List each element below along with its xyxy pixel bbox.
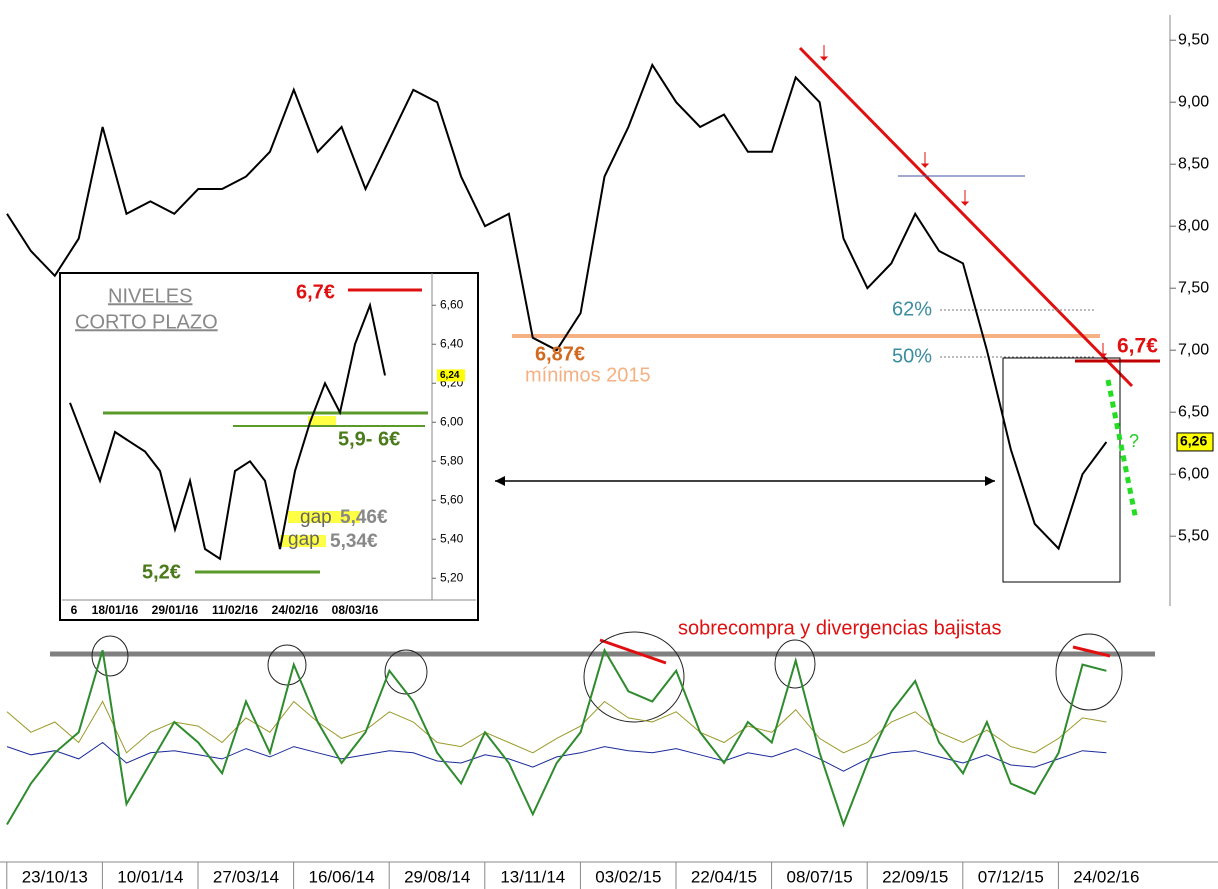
x-tick-label: 6 — [71, 603, 78, 617]
circle — [384, 649, 428, 695]
x-tick-label: 03/02/15 — [595, 867, 661, 886]
price-line — [6, 647, 1107, 828]
x-tick-label: 11/02/16 — [212, 603, 258, 617]
x-tick-label: 16/06/14 — [309, 867, 375, 886]
x-tick-label: 10/01/14 — [117, 867, 183, 886]
arrows — [819, 45, 1108, 359]
inset-title: CORTO PLAZO — [75, 311, 218, 333]
price-line — [69, 301, 386, 561]
x-tick-label: 22/09/15 — [882, 867, 948, 886]
annotation: sobrecompra y divergencias bajistas — [678, 617, 1002, 639]
annotation: 5,9- 6€ — [338, 428, 400, 450]
circles — [91, 631, 1123, 723]
divergence-line — [1072, 645, 1111, 658]
x-tick-label: 24/02/16 — [272, 603, 319, 617]
annotation: 5,46€ — [340, 507, 388, 528]
annotation: gap — [288, 529, 320, 550]
trend-line — [798, 46, 1134, 388]
y-tick-label: 5,20 — [440, 570, 464, 584]
y-tick-label: 7,50 — [1178, 279, 1209, 296]
gap-box — [280, 535, 326, 547]
annotation: mínimos 2015 — [525, 364, 651, 386]
main-chart: 5,50 6,00 6,50 7,00 7,50 8,00 8,50 9,00 9,50 23/1… — [6, 31, 1214, 889]
y-tick-label: 8,00 — [1178, 217, 1209, 234]
y-tick-label: 6,00 — [1178, 465, 1209, 482]
y-tick-label: 7,00 — [1178, 341, 1209, 358]
price-tag — [1176, 432, 1214, 452]
annotation: 50% — [892, 345, 932, 367]
y-tick-label: 6,40 — [440, 336, 464, 350]
x-tick-label: 24/02/16 — [1073, 867, 1139, 886]
arrow — [960, 190, 970, 207]
zoom-box — [1002, 357, 1121, 583]
projection-line — [1105, 379, 1139, 521]
arrow — [1098, 343, 1108, 359]
annotation: 62% — [892, 298, 932, 320]
circle — [774, 639, 816, 689]
y-tick-label: 5,80 — [440, 453, 464, 467]
x-tick-label: 13/11/14 — [500, 867, 565, 886]
divergence-line — [599, 638, 667, 665]
x-tick-label: 29/08/14 — [404, 867, 470, 886]
y-tick-label: 5,40 — [440, 531, 464, 545]
circle — [91, 635, 129, 677]
circle — [267, 644, 307, 686]
annotation: ? — [1129, 431, 1139, 451]
annotation: 6,87€ — [535, 343, 585, 365]
circle — [1055, 633, 1123, 711]
annotation: 5,34€ — [330, 531, 378, 552]
y-tick-label: 9,50 — [1178, 31, 1209, 48]
gap-box — [288, 511, 360, 523]
gap-box — [308, 416, 336, 426]
x-tick-label: 27/03/14 — [213, 867, 279, 886]
x-tick-label: 18/01/16 — [92, 603, 139, 617]
y-tick-label: 8,50 — [1178, 155, 1209, 172]
price-tag-label: 6,24 — [440, 370, 460, 381]
annotation: 6,7€ — [296, 281, 335, 303]
y-tick-label: 5,50 — [1178, 527, 1209, 544]
x-tick-label: 22/04/15 — [691, 867, 757, 886]
price-tag-label: 6,26 — [1180, 433, 1207, 449]
y-tick-label: 5,60 — [440, 492, 464, 506]
x-tick-label: 08/03/16 — [332, 603, 379, 617]
price-line — [6, 62, 1108, 551]
inset-title: NIVELES — [108, 285, 192, 307]
y-tick-label: 6,00 — [440, 414, 464, 428]
arrow — [920, 152, 930, 169]
price-line — [6, 700, 1107, 754]
x-tick-label: 08/07/15 — [787, 867, 853, 886]
price-line — [6, 741, 1107, 772]
y-tick-label: 6,50 — [1178, 403, 1209, 420]
annotation: gap — [300, 507, 332, 528]
y-tick-label: 6,60 — [440, 297, 464, 311]
x-tick-label: 29/01/16 — [152, 603, 199, 617]
annotation: 6,7€ — [1117, 335, 1158, 358]
circle — [583, 631, 685, 723]
inset-frame — [59, 272, 479, 621]
x-tick-label: 07/12/15 — [978, 867, 1044, 886]
price-tag — [437, 369, 465, 382]
x-tick-label: 23/10/13 — [22, 867, 88, 886]
arrow — [819, 45, 829, 62]
oscillator — [6, 647, 1107, 828]
annotation: 5,2€ — [142, 561, 181, 583]
y-tick-label: 9,00 — [1178, 93, 1209, 110]
inset-chart: 5,205,405,605,806,006,206,406,606 18/01/1… — [69, 281, 465, 617]
